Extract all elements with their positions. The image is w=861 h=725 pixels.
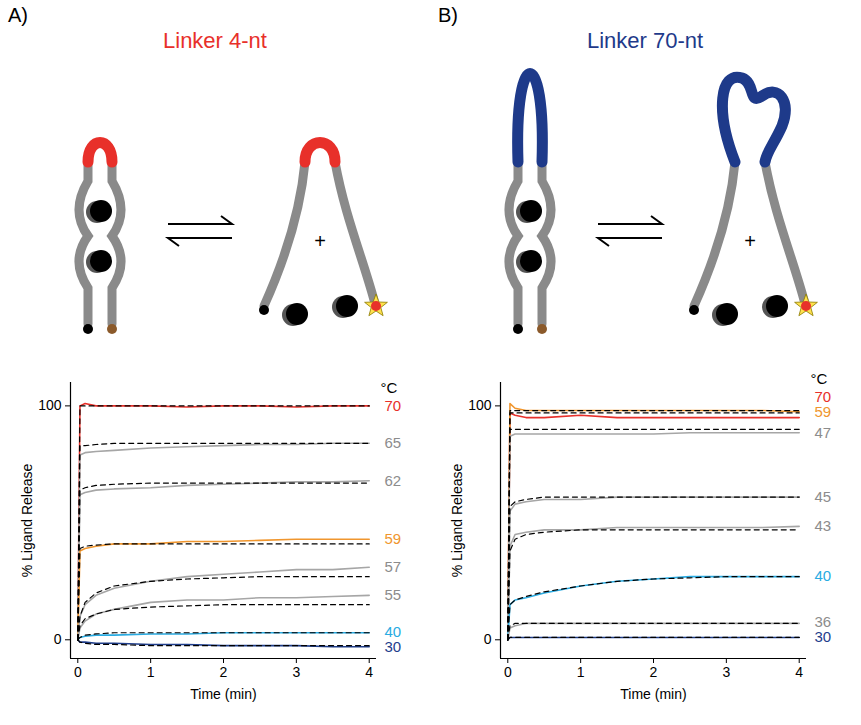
svg-text:4: 4	[365, 664, 373, 680]
svg-text:59: 59	[815, 403, 832, 420]
svg-text:40: 40	[384, 622, 402, 640]
html-text:Linker 4-nt: Linker 4-nt	[163, 28, 267, 53]
svg-text:70: 70	[385, 397, 402, 414]
svg-text:+: +	[744, 230, 756, 252]
html-text:A): A)	[8, 4, 28, 26]
svg-text:30: 30	[815, 628, 832, 645]
svg-text:65: 65	[385, 434, 402, 451]
svg-text:3: 3	[292, 664, 300, 680]
svg-text:57: 57	[385, 558, 402, 575]
svg-text:100: 100	[38, 397, 62, 413]
svg-text:Time (min): Time (min)	[620, 686, 686, 702]
svg-text:1: 1	[577, 664, 585, 680]
svg-text:43: 43	[815, 517, 832, 534]
svg-text:°C: °C	[381, 379, 398, 396]
svg-text:2: 2	[220, 664, 228, 680]
svg-text:100: 100	[468, 397, 492, 413]
svg-text:70: 70	[814, 387, 832, 405]
svg-text:Time (min): Time (min)	[190, 686, 256, 702]
html-text:Linker 70-nt: Linker 70-nt	[586, 28, 704, 53]
svg-text:°C: °C	[811, 370, 828, 387]
svg-text:62: 62	[385, 472, 402, 489]
svg-text:0: 0	[54, 631, 62, 647]
svg-text:% Ligand Release: % Ligand Release	[19, 463, 35, 577]
svg-text:3: 3	[722, 664, 730, 680]
svg-text:4: 4	[795, 664, 803, 680]
html-text:B): B)	[438, 4, 458, 26]
svg-text:30: 30	[385, 638, 402, 655]
svg-text:55: 55	[385, 586, 402, 603]
svg-text:0: 0	[484, 631, 492, 647]
svg-text:0: 0	[504, 664, 512, 680]
svg-text:% Ligand Release: % Ligand Release	[449, 463, 465, 577]
svg-text:2: 2	[650, 664, 658, 680]
svg-text:40: 40	[815, 567, 832, 584]
svg-text:1: 1	[147, 664, 155, 680]
svg-text:0: 0	[74, 664, 82, 680]
svg-text:47: 47	[815, 424, 832, 441]
svg-text:45: 45	[815, 488, 832, 505]
svg-text:+: +	[314, 230, 326, 252]
svg-text:59: 59	[385, 530, 402, 547]
svg-text:36: 36	[814, 613, 832, 631]
